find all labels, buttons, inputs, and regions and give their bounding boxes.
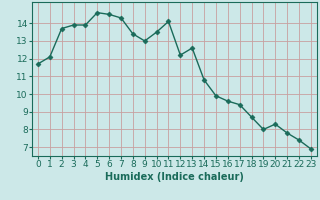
X-axis label: Humidex (Indice chaleur): Humidex (Indice chaleur) [105,172,244,182]
